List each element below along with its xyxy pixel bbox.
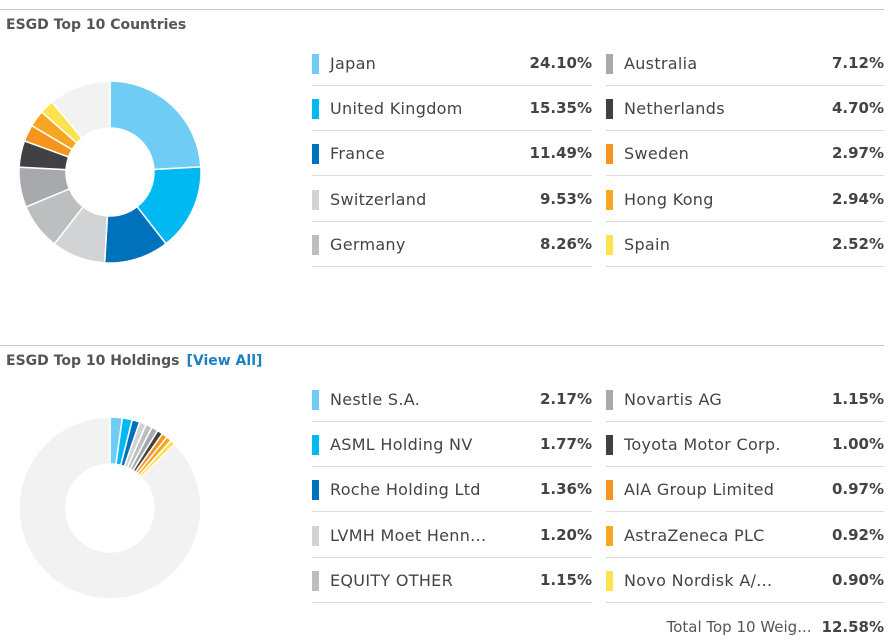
holdings-legend-label: Novo Nordisk A/... (624, 570, 773, 590)
countries-legend-swatch (606, 99, 613, 120)
countries-legend-swatch (312, 234, 319, 255)
holdings-legend-value: 1.15% (539, 570, 592, 589)
countries-legend-value: 7.12% (831, 54, 884, 72)
countries-legend-label: Netherlands (624, 99, 725, 119)
countries-legend-swatch (312, 144, 319, 165)
holdings-legend-item: Novo Nordisk A/... 0.90% (606, 559, 884, 603)
holdings-legend-label: Novartis AG (624, 390, 723, 409)
holdings-legend-item: LVMH Moet Henn... 1.20% (312, 514, 592, 558)
holdings-legend-item: Novartis AG 1.15% (606, 378, 884, 422)
countries-legend-swatch (312, 99, 319, 120)
holdings-legend-value: 0.97% (831, 480, 884, 499)
countries-legend-item: Switzerland 9.53% (312, 178, 592, 222)
total-weight: Total Top 10 Weig... 12.58% (667, 618, 884, 636)
holdings-legend-swatch (606, 435, 613, 456)
holdings-legend-label: AIA Group Limited (624, 480, 775, 500)
countries-legend-swatch (606, 234, 613, 255)
holdings-legend-item: AIA Group Limited 0.97% (606, 468, 884, 513)
countries-legend-label: Switzerland (330, 189, 427, 209)
holdings-legend-value: 0.92% (831, 525, 884, 544)
countries-legend-value: 2.94% (831, 189, 884, 208)
countries-legend-swatch (312, 54, 319, 74)
holdings-legend-value: 0.90% (831, 570, 884, 589)
countries-legend-item: Germany 8.26% (312, 223, 592, 267)
holdings-legend-swatch (312, 435, 319, 456)
countries-divider (0, 9, 884, 10)
holdings-legend-label: AstraZeneca PLC (624, 525, 765, 545)
holdings-legend-label: ASML Holding NV (330, 435, 473, 455)
holdings-legend-label: Toyota Motor Corp. (624, 435, 781, 455)
holdings-legend-item: Nestle S.A. 2.17% (312, 378, 592, 422)
countries-legend-label: France (330, 144, 386, 164)
holdings-divider (0, 345, 884, 346)
holdings-legend-swatch (606, 570, 613, 591)
countries-donut-chart (18, 80, 202, 264)
countries-section: ESGD Top 10 Countries Japan 24.10% United … (0, 0, 892, 320)
countries-legend-value: 15.35% (529, 99, 592, 118)
countries-title: ESGD Top 10 Countries (6, 17, 186, 33)
holdings-legend-value: 1.36% (539, 480, 592, 499)
countries-legend-item: Sweden 2.97% (606, 132, 884, 177)
view-all-link[interactable]: [View All] (186, 353, 263, 369)
countries-legend-item: France 11.49% (312, 132, 592, 177)
holdings-legend-swatch (312, 390, 319, 410)
countries-legend-item: Australia 7.12% (606, 42, 884, 86)
countries-legend-label: Hong Kong (624, 189, 714, 209)
holdings-title-text: ESGD Top 10 Holdings (6, 353, 180, 369)
holdings-legend-value: 1.00% (831, 435, 884, 454)
holdings-legend-item: EQUITY OTHER 1.15% (312, 559, 592, 603)
countries-legend-item: United Kingdom 15.35% (312, 87, 592, 132)
countries-legend-value: 24.10% (529, 54, 592, 72)
holdings-legend-swatch (312, 480, 319, 501)
holdings-legend-value: 1.15% (831, 390, 884, 408)
holdings-legend-label: EQUITY OTHER (330, 570, 453, 590)
countries-legend-label: Sweden (624, 144, 690, 164)
holdings-legend-label: Nestle S.A. (330, 390, 421, 409)
total-weight-label: Total Top 10 Weig... (666, 618, 812, 636)
holdings-section: ESGD Top 10 Holdings [View All] Nestle S.… (0, 336, 892, 644)
countries-legend-label: Australia (624, 54, 698, 73)
holdings-legend-swatch (606, 525, 613, 546)
holdings-legend-swatch (312, 570, 319, 591)
countries-legend-item: Spain 2.52% (606, 223, 884, 267)
holdings-legend-item: Roche Holding Ltd 1.36% (312, 468, 592, 513)
countries-slice-1 (109, 80, 202, 171)
countries-legend-label: Japan (330, 54, 377, 73)
holdings-legend-value: 1.20% (539, 525, 592, 544)
holdings-slice-remainder (18, 416, 202, 600)
holdings-legend-swatch (606, 480, 613, 501)
countries-legend-value: 9.53% (539, 189, 592, 208)
countries-legend-value: 8.26% (539, 234, 592, 253)
countries-legend-label: Germany (330, 234, 406, 254)
total-weight-value: 12.58% (821, 618, 884, 636)
holdings-legend-item: Toyota Motor Corp. 1.00% (606, 423, 884, 468)
countries-legend-swatch (606, 189, 613, 210)
countries-legend-value: 11.49% (529, 144, 592, 163)
countries-legend-value: 2.97% (831, 144, 884, 163)
countries-legend-label: United Kingdom (330, 99, 463, 119)
holdings-legend-swatch (312, 525, 319, 546)
holdings-legend-label: Roche Holding Ltd (330, 480, 481, 500)
holdings-legend-swatch (606, 390, 613, 410)
holdings-legend-label: LVMH Moet Henn... (330, 525, 487, 545)
countries-legend-value: 2.52% (831, 234, 884, 253)
countries-legend-swatch (606, 144, 613, 165)
holdings-legend-value: 1.77% (539, 435, 592, 454)
holdings-donut-chart (18, 416, 202, 600)
holdings-title: ESGD Top 10 Holdings [View All] (6, 353, 262, 369)
countries-legend-value: 4.70% (831, 99, 884, 118)
countries-title-text: ESGD Top 10 Countries (6, 17, 187, 33)
countries-slice-remainder (50, 80, 111, 140)
holdings-legend-item: ASML Holding NV 1.77% (312, 423, 592, 468)
countries-legend-label: Spain (624, 234, 671, 254)
countries-legend-swatch (606, 54, 613, 74)
countries-legend-item: Netherlands 4.70% (606, 87, 884, 132)
countries-legend-item: Japan 24.10% (312, 42, 592, 86)
holdings-legend-value: 2.17% (539, 390, 592, 408)
countries-legend-swatch (312, 189, 319, 210)
holdings-legend-item: AstraZeneca PLC 0.92% (606, 514, 884, 558)
countries-legend-item: Hong Kong 2.94% (606, 178, 884, 222)
